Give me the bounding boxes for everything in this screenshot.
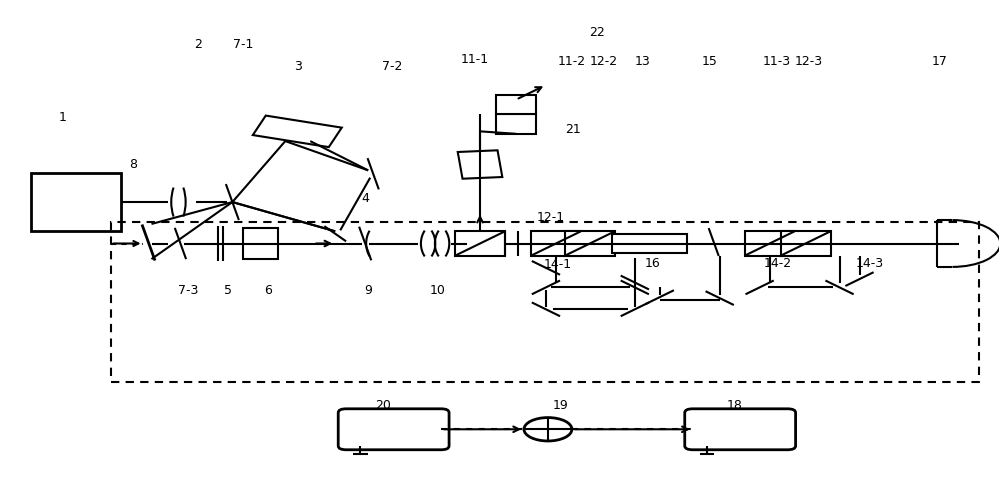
Bar [31, 173, 121, 232]
Text: 4: 4 [361, 191, 369, 204]
Bar [253, 116, 342, 148]
Bar [531, 232, 581, 256]
Text: 8: 8 [130, 157, 138, 170]
Text: 17: 17 [931, 55, 947, 68]
Text: 7-3: 7-3 [178, 284, 199, 297]
Bar [455, 232, 505, 256]
Text: 15: 15 [702, 55, 718, 68]
Text: 7-1: 7-1 [233, 38, 254, 51]
FancyBboxPatch shape [338, 409, 449, 450]
Text: 1: 1 [59, 111, 67, 124]
Text: 16: 16 [645, 256, 661, 269]
Bar [243, 228, 278, 260]
Bar [458, 151, 502, 180]
Text: 10: 10 [430, 284, 446, 297]
Text: 9: 9 [364, 284, 372, 297]
Text: 12-3: 12-3 [795, 55, 823, 68]
FancyBboxPatch shape [685, 409, 796, 450]
Text: 13: 13 [635, 55, 651, 68]
Bar [565, 232, 615, 256]
Text: 14-3: 14-3 [855, 256, 884, 269]
Bar [612, 234, 687, 254]
Text: 12-2: 12-2 [590, 55, 618, 68]
Text: 12-1: 12-1 [537, 211, 565, 224]
Text: 14-2: 14-2 [764, 256, 792, 269]
Text: 11-3: 11-3 [763, 55, 791, 68]
Bar [496, 115, 536, 135]
Bar [111, 222, 979, 383]
Text: 19: 19 [553, 398, 569, 411]
Text: 7-2: 7-2 [382, 60, 402, 73]
Text: 6: 6 [264, 284, 272, 297]
Text: 18: 18 [727, 398, 743, 411]
Bar [781, 232, 831, 256]
Text: 20: 20 [375, 398, 391, 411]
Text: 11-2: 11-2 [558, 55, 586, 68]
Text: 2: 2 [194, 38, 202, 51]
Text: 14-1: 14-1 [544, 257, 572, 270]
Bar [496, 96, 536, 115]
Text: 22: 22 [589, 26, 605, 39]
Text: 21: 21 [565, 123, 581, 136]
Bar [745, 232, 795, 256]
Text: 5: 5 [224, 284, 232, 297]
Text: 11-1: 11-1 [461, 53, 489, 65]
Text: 3: 3 [294, 60, 302, 73]
